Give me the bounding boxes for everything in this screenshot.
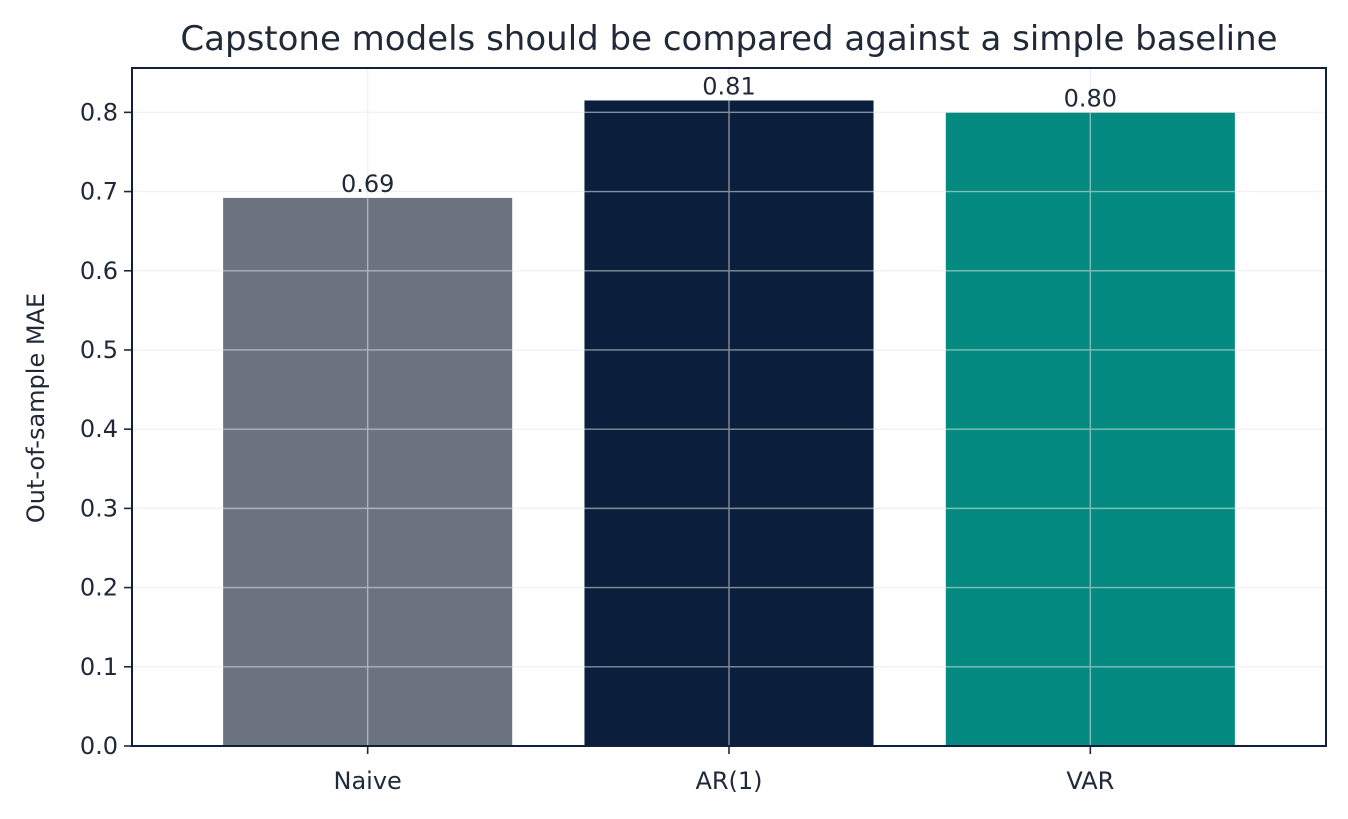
- y-tick-label: 0.5: [80, 336, 118, 364]
- y-tick-label: 0.8: [80, 98, 118, 126]
- y-axis-label: Out-of-sample MAE: [22, 293, 50, 523]
- x-tick-label: VAR: [1066, 767, 1114, 795]
- x-tick-label: AR(1): [695, 767, 762, 795]
- bar-value-label: 0.69: [341, 170, 394, 198]
- y-tick-label: 0.2: [80, 574, 118, 602]
- bar-value-label: 0.80: [1064, 84, 1117, 112]
- y-tick-label: 0.6: [80, 257, 118, 285]
- ticks-layer: 0.0 0.1 0.2 0.3 0.4 0.5 0.6 0.7 0.8 Naive AR(1) VAR: [80, 98, 1114, 795]
- y-tick-label: 0.0: [80, 732, 118, 760]
- y-tick-label: 0.3: [80, 494, 118, 522]
- y-tick-label: 0.4: [80, 415, 118, 443]
- plot-frame: [131, 67, 1327, 747]
- y-tick-label: 0.7: [80, 178, 118, 206]
- chart-title: Capstone models should be compared again…: [180, 19, 1277, 59]
- x-tick-label: Naive: [334, 767, 402, 795]
- y-tick-label: 0.1: [80, 653, 118, 681]
- value-labels-layer: 0.69 0.81 0.80: [341, 72, 1117, 197]
- bar-value-label: 0.81: [702, 72, 755, 100]
